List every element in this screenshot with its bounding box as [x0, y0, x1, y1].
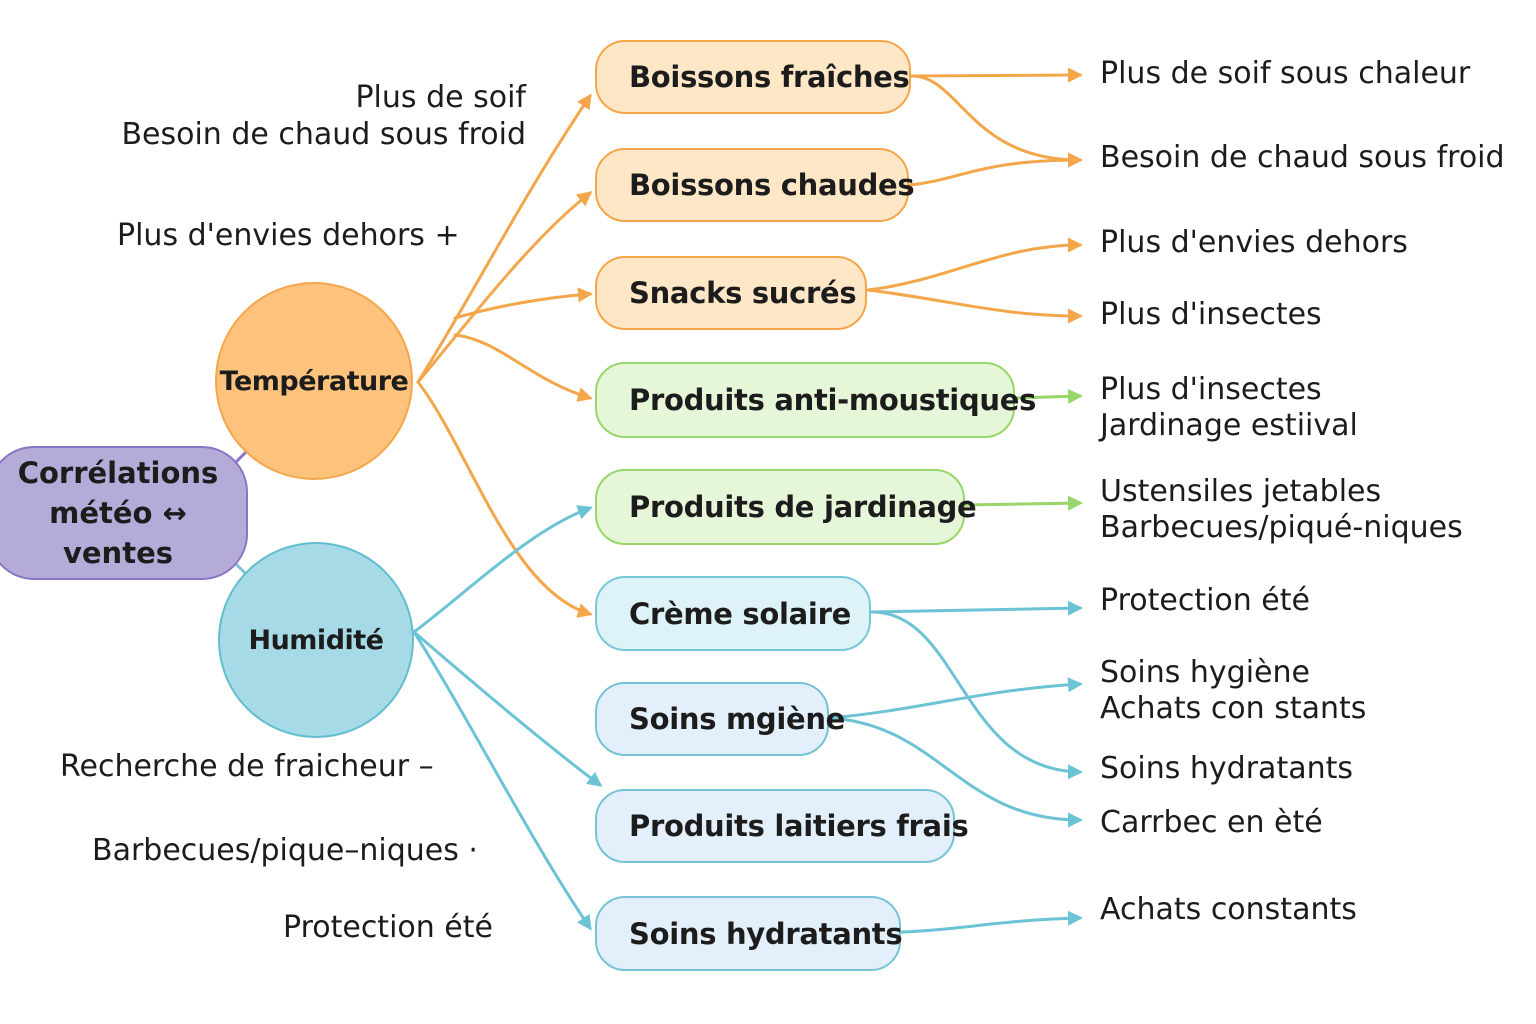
product-gardening-label: Produits de jardinage	[629, 490, 977, 524]
product-sweet-snacks: Snacks sucrés	[595, 256, 867, 330]
effect-carrbec: Carrbec en èté	[1100, 805, 1323, 840]
humidity-hub-label: Humidité	[248, 624, 384, 656]
product-moisturizers-label: Soins hydratants	[629, 916, 903, 951]
effect-utensils-bbq: Ustensiles jetables Barbecues/piqué-niqu…	[1100, 474, 1463, 546]
root-node: Corrélations météo ↔ ventes	[0, 446, 248, 580]
link-hot-warm	[908, 152, 1083, 187]
note-thirst: Plus de soif	[355, 80, 526, 115]
link-hygiene-carrbec	[828, 716, 1083, 828]
effect-constant: Achats constants	[1100, 892, 1357, 927]
effect-hygiene-line1: Soins hygiène	[1100, 655, 1310, 690]
link-mosquito-insects	[1014, 388, 1083, 404]
temperature-hub-label: Température	[219, 365, 409, 397]
note-bbq: Barbecues/pique–niques ·	[92, 833, 478, 868]
product-sunscreen: Crème solaire	[595, 576, 871, 651]
product-hygiene: Soins mgiène	[595, 682, 845, 756]
link-snacks-insects	[866, 288, 1083, 324]
product-anti-mosquito-label: Produits anti-moustiques	[629, 383, 1037, 417]
effect-outdoor: Plus d'envies dehors	[1100, 225, 1408, 260]
effect-utensils-line1: Ustensiles jetables	[1100, 474, 1382, 509]
link-temp-anti-mosquito	[453, 333, 593, 402]
link-snacks-outdoor	[866, 237, 1083, 292]
product-dairy: Produits laitiers frais	[595, 789, 969, 863]
link-garden-utensils	[964, 495, 1083, 511]
effect-insects: Plus d'insectes	[1100, 297, 1322, 332]
effect-insects-gardening-line1: Plus d'insectes	[1100, 372, 1322, 407]
product-cold-drinks-label: Boissons fraîches	[629, 60, 910, 94]
effect-summer-protection: Protection été	[1100, 583, 1310, 618]
link-temp-snacks	[453, 287, 593, 320]
link-hum-gardening	[412, 505, 593, 634]
product-hot-drinks: Boissons chaudes	[595, 148, 915, 222]
note-freshness: Recherche de fraicheur –	[60, 749, 434, 784]
link-hum-moisturizers	[412, 630, 592, 931]
product-sweet-snacks-label: Snacks sucrés	[629, 276, 857, 310]
product-hot-drinks-label: Boissons chaudes	[629, 168, 915, 202]
note-outdoor: Plus d'envies dehors +	[117, 218, 460, 253]
link-moist-constant	[900, 910, 1083, 934]
link-hygiene-hygiene	[828, 677, 1083, 720]
product-dairy-label: Produits laitiers frais	[629, 809, 969, 843]
root-label-line1: Corrélations	[17, 456, 219, 490]
root-label-line2: météo ↔ ventes	[49, 496, 187, 570]
link-temp-sunscreen	[416, 380, 593, 618]
temperature-hub: Température	[215, 282, 413, 480]
link-sunscreen-moisturizing	[870, 610, 1083, 780]
product-hygiene-label: Soins mgiène	[629, 702, 846, 736]
note-warm-cold: Besoin de chaud sous froid	[121, 117, 526, 152]
link-cold-warm	[910, 74, 1083, 168]
effect-insects-gardening-line2: Jardinage estiival	[1100, 408, 1358, 443]
link-hum-dairy	[412, 630, 603, 787]
link-temp-cold-drinks	[416, 93, 592, 384]
effect-warm-cold: Besoin de chaud sous froid	[1100, 140, 1505, 175]
product-gardening: Produits de jardinage	[595, 469, 977, 545]
note-protection: Protection été	[283, 910, 493, 945]
effect-thirst-heat: Plus de soif sous chaleur	[1100, 56, 1471, 91]
effect-hygiene-line2: Achats con stants	[1100, 691, 1367, 726]
link-cold-thirst	[910, 67, 1083, 83]
effect-hygiene-constant: Soins hygiène Achats con stants	[1100, 655, 1366, 727]
product-moisturizers: Soins hydratants	[595, 896, 903, 971]
humidity-hub: Humidité	[218, 542, 414, 738]
effect-insects-gardening: Plus d'insectes Jardinage estiival	[1100, 372, 1358, 444]
link-sunscreen-protection	[870, 600, 1083, 616]
product-cold-drinks: Boissons fraîches	[595, 40, 911, 114]
effect-moisturizing: Soins hydratants	[1100, 751, 1353, 786]
product-anti-mosquito: Produits anti-moustiques	[595, 362, 1036, 438]
link-temp-hot-drinks	[416, 191, 593, 384]
product-sunscreen-label: Crème solaire	[629, 596, 851, 631]
effect-utensils-line2: Barbecues/piqué-niques	[1100, 510, 1463, 545]
